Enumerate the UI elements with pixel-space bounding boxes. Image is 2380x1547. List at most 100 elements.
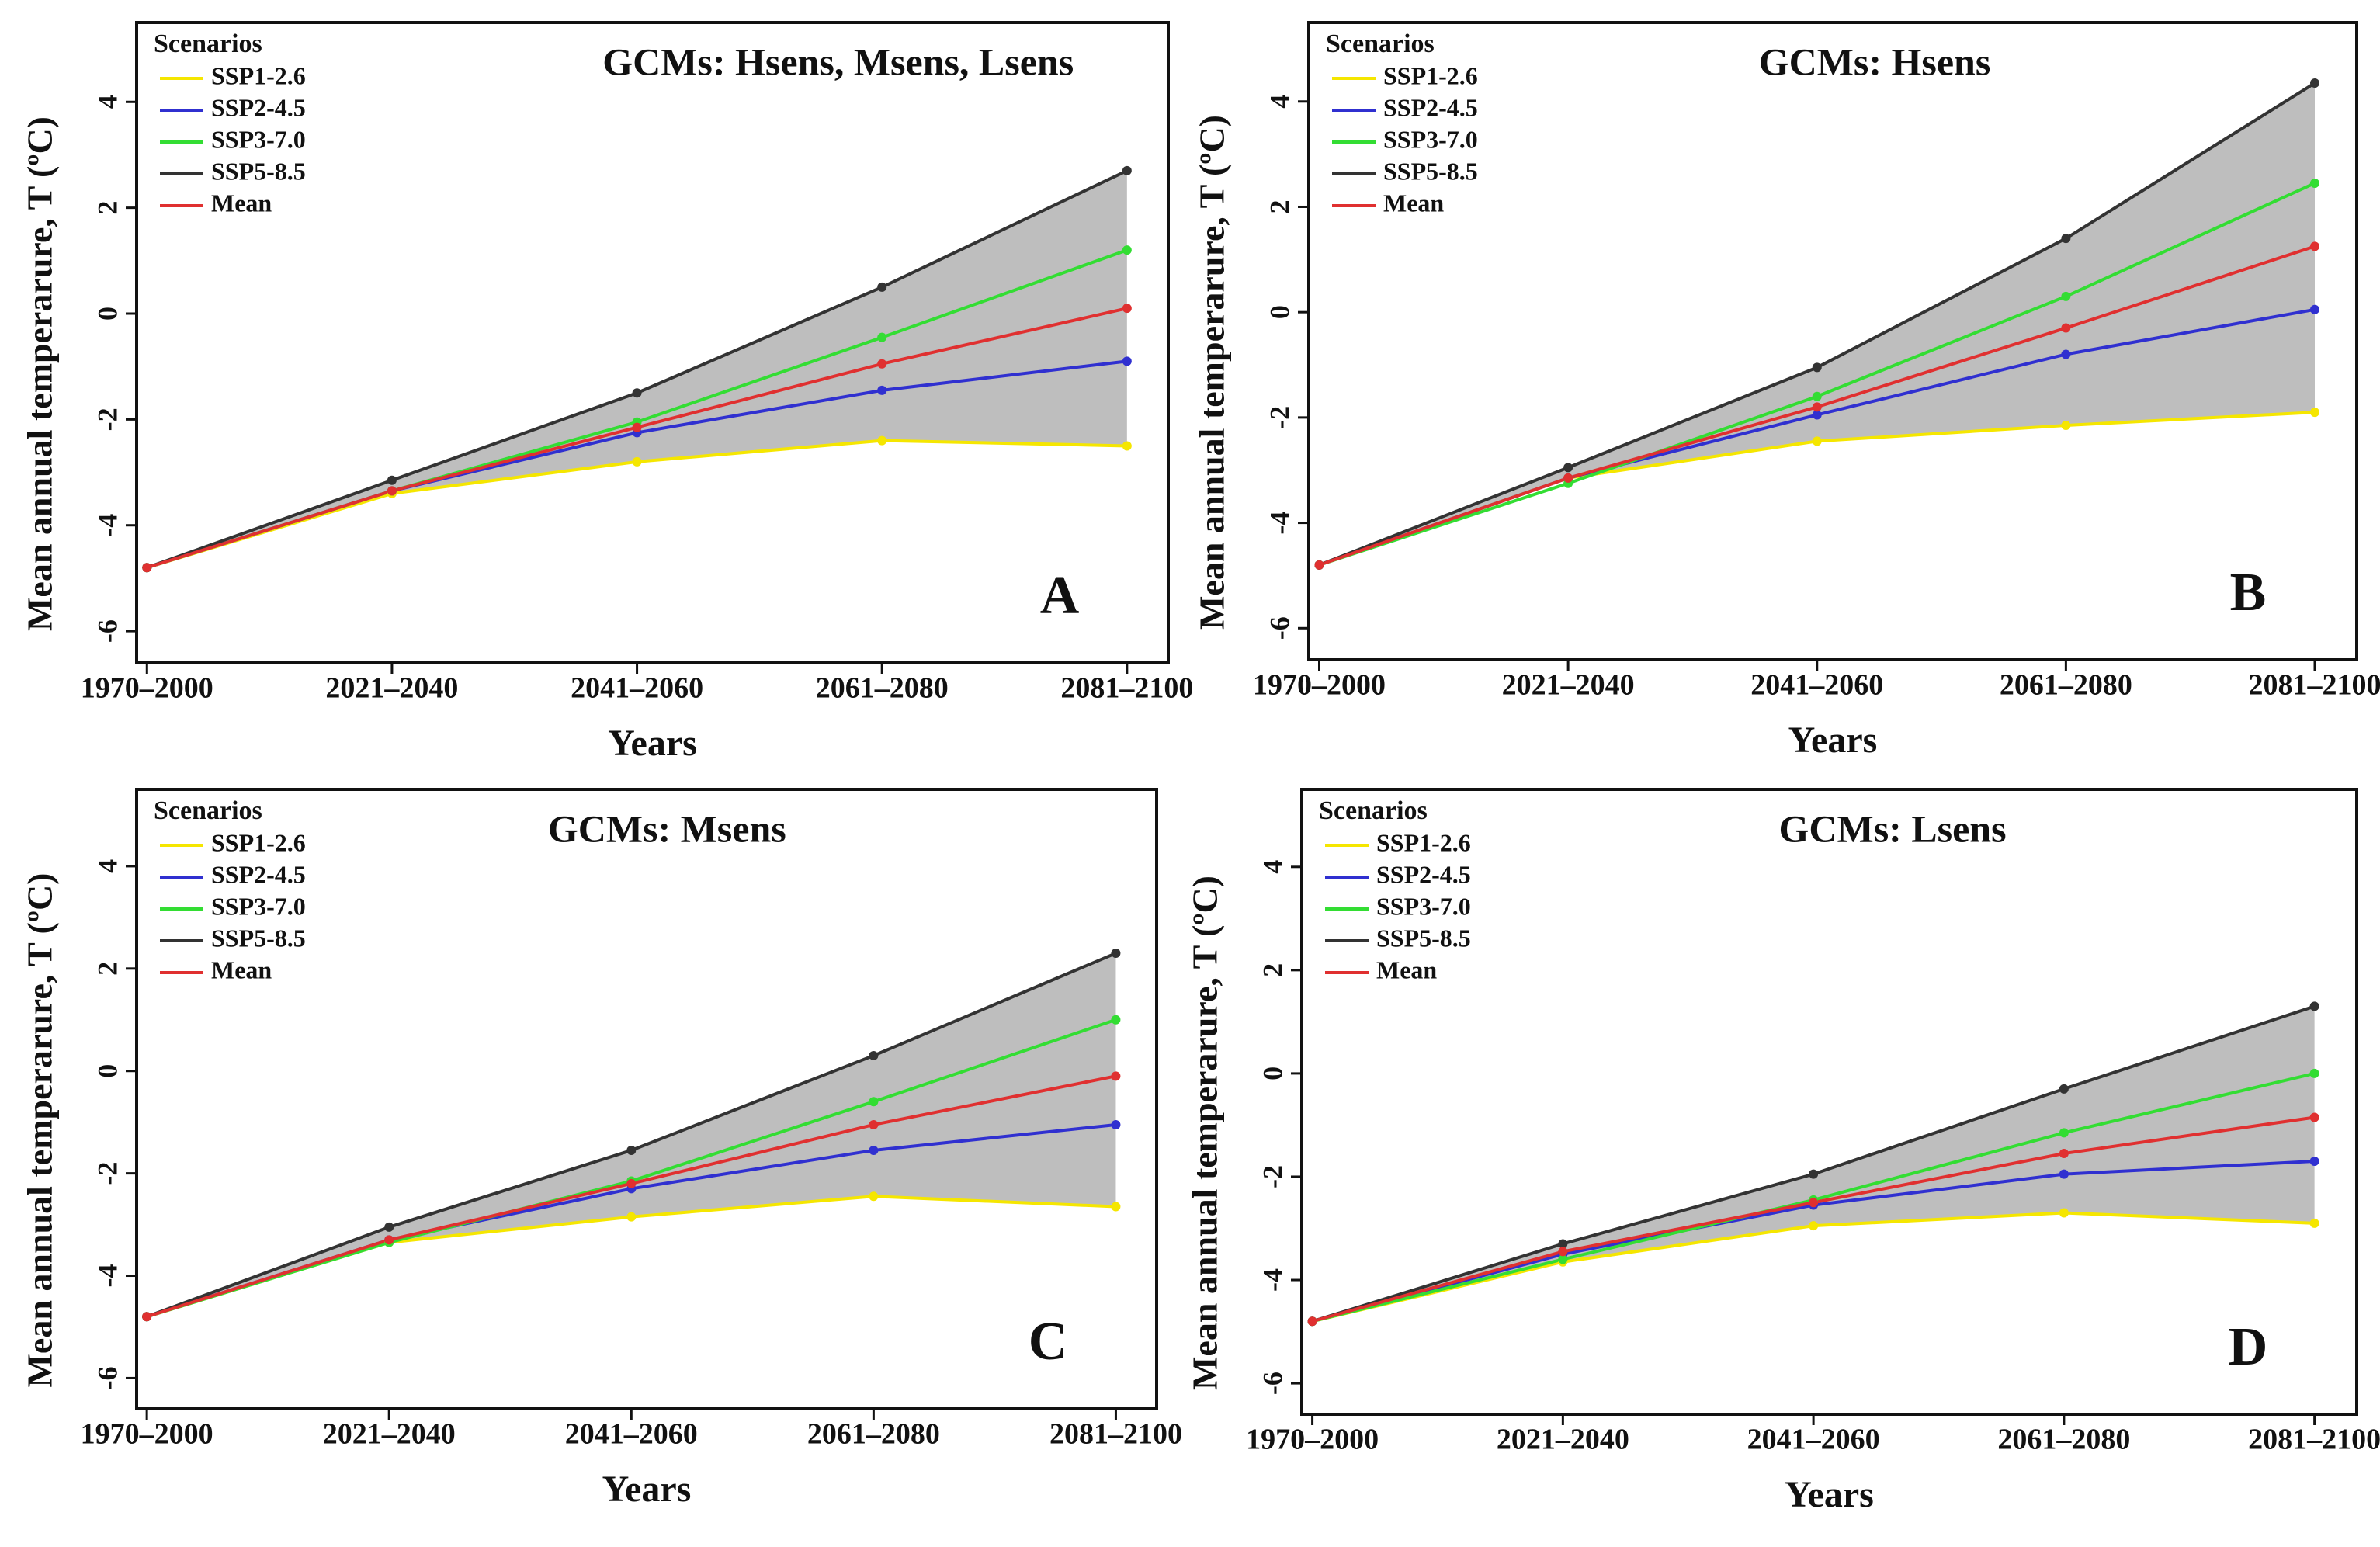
data-point [869,1097,879,1107]
y-tick-label: 4 [1257,860,1288,874]
x-axis-label: Years [608,723,697,764]
y-tick-label: 2 [1257,963,1288,977]
x-tick-label: 2061–2080 [816,672,949,705]
legend-label: SSP5-8.5 [1376,924,1471,952]
y-tick-label: -6 [1264,616,1295,640]
data-point [2059,1128,2069,1138]
data-point [1122,441,1132,451]
plot-frame [1300,788,2358,1416]
panel: -6 -4 -2 0 2 4 1970–2000 2021–2040 2041–2060 2061… [1185,788,2380,1515]
legend-label: SSP5-8.5 [1383,157,1478,185]
y-tick-label: 2 [1264,199,1295,213]
legend-label: SSP1-2.6 [211,828,306,856]
panel: -6 -4 -2 0 2 4 1970–2000 2021–2040 2041–2060 2061… [1192,21,2380,761]
x-tick-label: 2021–2040 [1497,1424,1629,1456]
plot-frame [1307,21,2358,661]
panel-label: A [1040,566,1080,626]
data-point [2310,408,2319,418]
plot-frame [135,788,1158,1410]
x-tick-label: 2021–2040 [325,672,458,705]
legend-label: SSP3-7.0 [211,125,306,153]
data-point [1809,1169,1819,1179]
data-point [1563,463,1573,473]
data-point [1558,1254,1568,1264]
data-point [2310,178,2319,188]
data-point [142,1312,152,1322]
shaded-range [1319,83,2315,565]
panel-label: B [2230,563,2267,623]
data-point [1111,1071,1121,1081]
x-tick-label: 1970–2000 [1246,1424,1379,1456]
legend-label: Mean [211,956,272,983]
legend-label: Mean [1383,189,1444,217]
legend-title: Scenarios [154,29,262,58]
y-axis-label: Mean annual temperarure, T (ºC) [20,116,60,631]
data-point [2309,1068,2319,1078]
data-point [1812,402,1822,412]
x-tick-label: 1970–2000 [81,672,213,705]
y-tick-label: -2 [1257,1165,1288,1188]
x-tick-label: 2081–2100 [2248,1424,2380,1456]
data-point [1812,410,1822,420]
data-point [626,1178,637,1188]
y-tick-label: 0 [1257,1067,1288,1080]
x-tick-label: 2081–2100 [1060,672,1193,705]
legend-label: SSP3-7.0 [211,892,306,920]
data-point [1812,436,1822,446]
shaded-range [147,170,1127,568]
data-point [869,1145,879,1155]
x-tick-label: 2061–2080 [807,1418,940,1451]
legend-label: SSP3-7.0 [1376,892,1471,920]
data-point [1314,560,1324,570]
data-point [632,456,642,467]
panel-label: C [1029,1312,1068,1372]
data-point [1111,1119,1121,1129]
data-point [632,422,642,432]
x-tick-label: 2041–2060 [565,1418,698,1451]
legend-title: Scenarios [1319,796,1428,825]
y-axis-label: Mean annual temperarure, T (ºC) [1192,115,1232,630]
data-point [877,332,887,342]
data-point [1558,1247,1568,1257]
plot-frame [135,21,1170,664]
data-point [1809,1221,1819,1231]
y-tick-label: 2 [92,201,123,215]
data-point [1563,473,1573,483]
data-point [869,1050,879,1060]
legend-label: SSP2-4.5 [211,860,306,888]
data-point [877,282,887,292]
shaded-range [147,953,1116,1317]
chart-title: GCMs: Hsens [1759,40,1991,83]
data-point [1812,362,1822,373]
x-tick-label: 2041–2060 [571,672,703,705]
x-tick-label: 1970–2000 [81,1418,213,1451]
legend-label: SSP5-8.5 [211,924,306,952]
legend-label: SSP1-2.6 [1376,828,1471,856]
y-tick-label: 2 [92,962,123,976]
data-point [387,475,397,485]
data-point [2059,1149,2069,1159]
legend-label: Mean [1376,956,1437,983]
data-point [2309,1001,2319,1011]
x-tick-label: 2021–2040 [1502,669,1635,702]
data-point [1809,1198,1819,1208]
chart-title: GCMs: Lsens [1779,806,2007,850]
data-point [1122,304,1132,314]
data-point [2310,241,2319,251]
data-point [2309,1112,2319,1122]
data-point [1812,391,1822,401]
y-tick-label: -6 [92,1366,123,1389]
data-point [1122,356,1132,366]
y-tick-label: -4 [1257,1268,1288,1292]
y-axis-label: Mean annual temperarure, T (ºC) [1185,876,1225,1390]
legend-label: SSP2-4.5 [1383,93,1478,121]
legend-label: SSP1-2.6 [211,61,306,89]
legend-title: Scenarios [1326,29,1435,58]
y-tick-label: -6 [1257,1372,1288,1395]
x-tick-label: 2081–2100 [1049,1418,1182,1451]
y-tick-label: -4 [92,1264,123,1288]
data-point [2061,291,2071,301]
data-point [877,435,887,446]
data-point [1111,1202,1121,1212]
